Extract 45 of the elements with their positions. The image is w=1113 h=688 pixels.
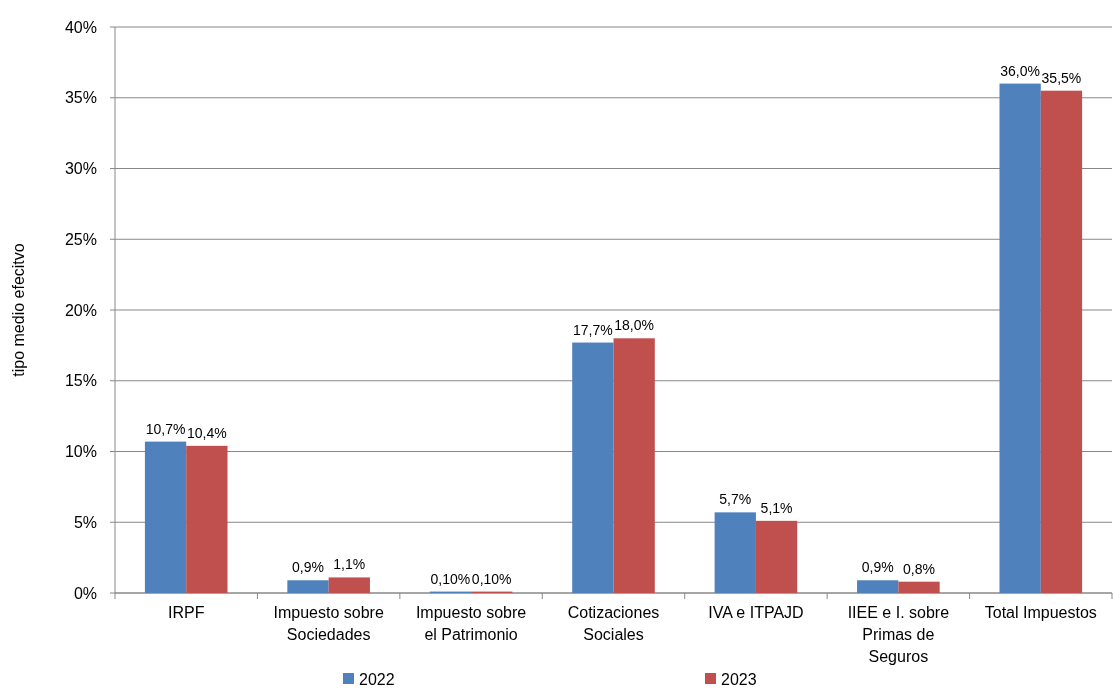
x-tick-label: IIEE e I. sobre Primas de Seguros bbox=[847, 604, 950, 665]
data-label: 35,5% bbox=[1041, 69, 1082, 86]
data-label: 0,9% bbox=[861, 559, 894, 576]
y-tick-label: 25% bbox=[64, 230, 97, 248]
bar bbox=[714, 512, 756, 593]
data-label: 10,7% bbox=[145, 420, 186, 437]
bar bbox=[613, 338, 655, 593]
data-label: 17,7% bbox=[573, 321, 613, 338]
bar bbox=[898, 581, 940, 593]
data-label: 5,7% bbox=[719, 491, 752, 508]
y-tick-label: 35% bbox=[64, 89, 97, 107]
x-tick-label: IRPF bbox=[167, 604, 205, 621]
data-label: 0,9% bbox=[292, 559, 324, 576]
data-label: 36,0% bbox=[1000, 62, 1040, 79]
data-label: 18,0% bbox=[614, 317, 654, 334]
bar bbox=[328, 577, 370, 593]
data-label: 0,10% bbox=[471, 570, 512, 587]
y-tick-label: 30% bbox=[64, 160, 97, 178]
data-label: 0,8% bbox=[903, 560, 935, 577]
y-tick-label: 20% bbox=[64, 301, 97, 319]
bar bbox=[572, 342, 614, 593]
bar bbox=[144, 441, 187, 593]
y-tick-label: 15% bbox=[64, 372, 97, 390]
y-tick-label: 5% bbox=[73, 513, 97, 531]
legend-label: 2023 bbox=[721, 670, 757, 688]
y-tick-label: 0% bbox=[73, 584, 97, 602]
bar bbox=[186, 445, 228, 593]
x-tick-label: Cotizaciones Sociales bbox=[567, 604, 660, 643]
bar bbox=[999, 83, 1041, 593]
x-tick-label: IVA e ITPAJD bbox=[708, 604, 804, 621]
x-tick-label: Impuesto sobre Sociedades bbox=[273, 604, 384, 643]
data-label: 0,10% bbox=[430, 570, 471, 587]
y-tick-label: 10% bbox=[64, 443, 97, 461]
legend-label: 2022 bbox=[359, 670, 395, 688]
y-axis-title: tipo medio efecitvo bbox=[10, 243, 27, 377]
y-tick-label: 40% bbox=[64, 18, 97, 36]
bar bbox=[857, 580, 899, 593]
data-label: 1,1% bbox=[333, 556, 366, 573]
x-tick-label: Impuesto sobre el Patrimonio bbox=[415, 604, 527, 643]
data-label: 10,4% bbox=[187, 424, 227, 441]
data-label: 5,1% bbox=[760, 499, 793, 516]
bar bbox=[287, 580, 329, 593]
bar bbox=[1040, 90, 1083, 593]
bar bbox=[755, 520, 798, 593]
x-tick-label: Total Impuestos bbox=[984, 604, 1097, 621]
